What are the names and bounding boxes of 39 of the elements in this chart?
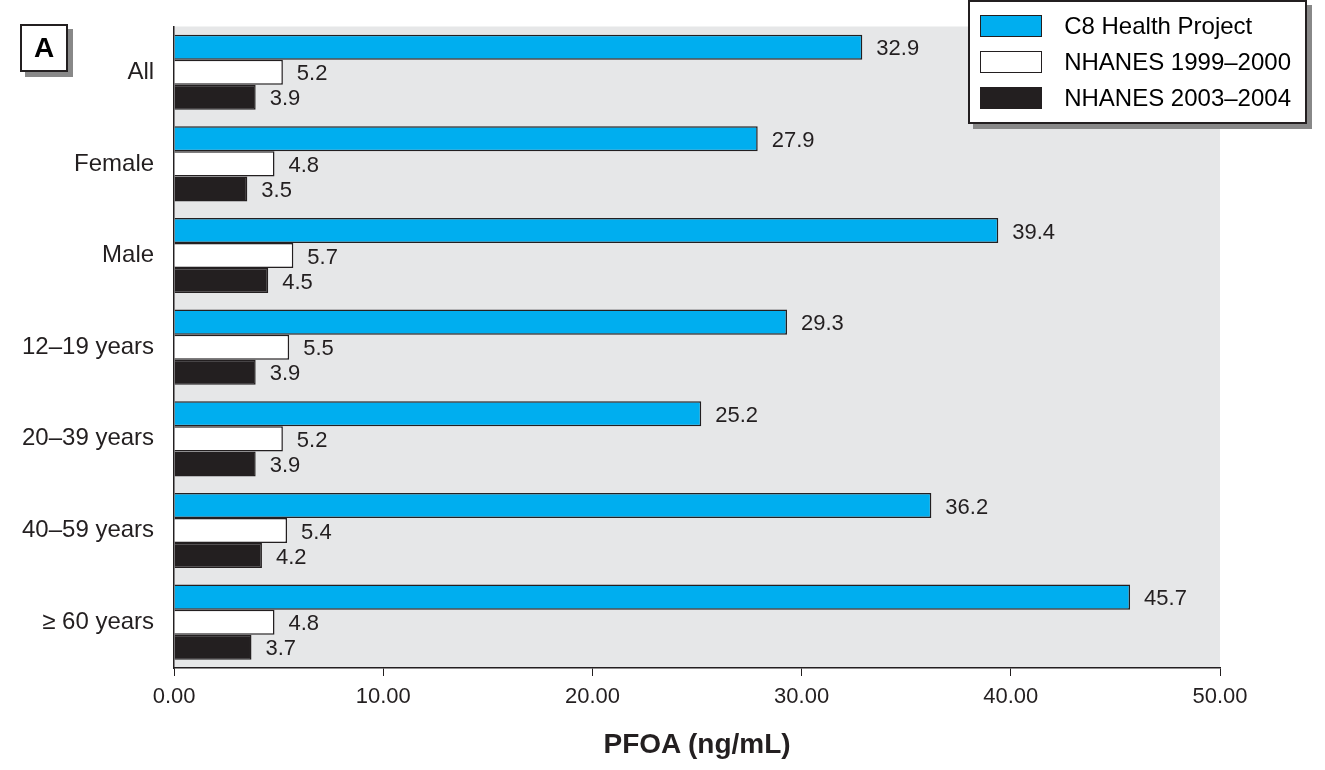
y-tick-label: 12–19 years xyxy=(22,331,155,359)
data-label: 3.9 xyxy=(269,451,301,477)
data-label: 39.4 xyxy=(1012,218,1056,244)
data-label: 4.8 xyxy=(288,610,320,636)
x-axis-title: PFOA (ng/mL) xyxy=(603,727,791,759)
x-tick-label: 40.00 xyxy=(983,683,1039,709)
text: A xyxy=(20,24,68,72)
data-label: 3.5 xyxy=(261,177,292,202)
y-tick-label: Female xyxy=(74,148,155,176)
data-label: 29.3 xyxy=(800,310,844,336)
x-tick-label: 10.00 xyxy=(355,683,411,709)
data-label: 5.5 xyxy=(303,335,334,361)
x-tick-label: 50.00 xyxy=(1192,683,1248,709)
data-label: 5.2 xyxy=(296,60,328,86)
data-label: 3.9 xyxy=(269,85,301,111)
data-label: 4.8 xyxy=(288,151,320,177)
data-label: 5.7 xyxy=(307,243,338,269)
data-label: 3.7 xyxy=(265,635,297,661)
data-label: 3.9 xyxy=(269,360,301,386)
data-label: 32.9 xyxy=(876,35,920,61)
x-tick-label: 30.00 xyxy=(774,683,830,709)
data-label: 5.4 xyxy=(301,518,332,544)
data-label: 25.2 xyxy=(715,401,759,427)
x-tick-label: 0.00 xyxy=(152,683,196,709)
data-label: 4.2 xyxy=(275,543,307,569)
y-tick-label: 20–39 years xyxy=(22,423,155,451)
y-tick-label: 40–59 years xyxy=(22,515,155,543)
y-tick-label: All xyxy=(127,56,155,84)
legend-label: NHANES 1999–2000 xyxy=(1064,48,1291,76)
data-label: 36.2 xyxy=(945,493,989,519)
data-label: 4.5 xyxy=(282,268,313,294)
data-label: 5.2 xyxy=(296,426,328,452)
y-tick-label: ≥ 60 years xyxy=(42,606,155,634)
legend-label: C8 Health Project xyxy=(1064,12,1253,40)
y-tick-label: Male xyxy=(102,240,155,268)
data-label: 45.7 xyxy=(1144,585,1187,611)
x-tick-label: 20.00 xyxy=(564,683,620,709)
data-label: 27.9 xyxy=(771,126,815,152)
legend-label: NHANES 2003–2004 xyxy=(1064,84,1291,112)
